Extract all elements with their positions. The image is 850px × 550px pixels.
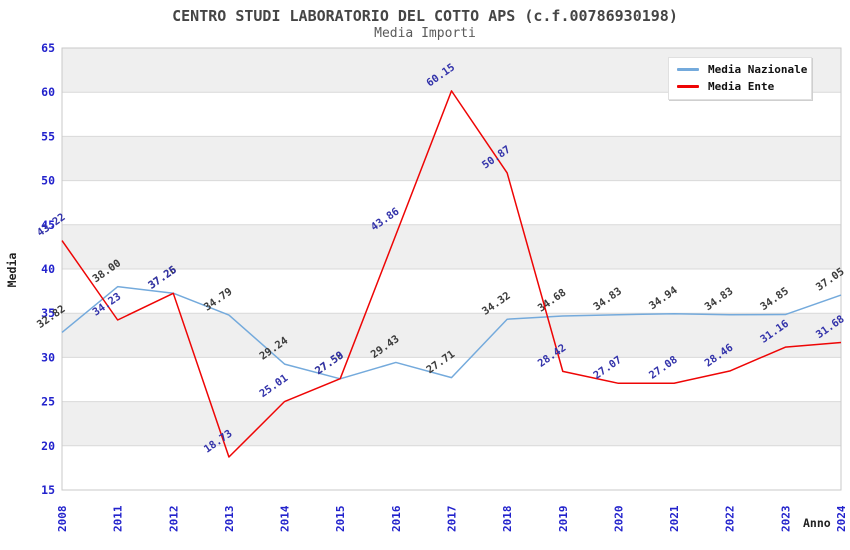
x-tick-label: 2015 [334, 506, 347, 533]
x-tick-label: 2014 [279, 505, 292, 532]
x-tick-label: 2016 [390, 505, 403, 532]
x-axis-title: Anno [803, 516, 831, 530]
plot-band [62, 357, 841, 402]
x-tick-label: 2018 [501, 506, 514, 532]
y-tick-label: 15 [41, 483, 55, 497]
plot-border [61, 47, 842, 491]
y-tick-label: 40 [41, 262, 55, 276]
y-tick-label: 45 [41, 218, 55, 232]
x-tick-label: 2011 [112, 505, 125, 532]
y-tick-label: 60 [41, 85, 55, 99]
y-tick-label: 65 [41, 41, 55, 55]
x-tick-label: 2024 [835, 505, 848, 532]
y-axis-title: Media [5, 253, 19, 288]
x-tick-label: 2017 [446, 506, 459, 533]
plot-band [62, 224, 841, 269]
x-tick-label: 2013 [223, 506, 236, 533]
x-tick-label: 2008 [56, 506, 69, 533]
y-tick-label: 35 [41, 306, 55, 320]
plot-band [62, 180, 841, 225]
x-tick-label: 2019 [557, 506, 570, 533]
y-tick-label: 50 [41, 174, 55, 188]
plot-band [62, 401, 841, 446]
legend-item-media-nazionale: Media Nazionale [669, 61, 811, 78]
x-tick-label: 2022 [724, 506, 737, 533]
chart-title: CENTRO STUDI LABORATORIO DEL COTTO APS (… [172, 7, 678, 25]
legend-line-icon-nazionale [677, 68, 699, 71]
plot-band [62, 136, 841, 181]
y-tick-label: 30 [41, 350, 55, 364]
series-line-media-ente [61, 90, 842, 458]
y-tick-label: 25 [41, 395, 55, 409]
x-tick-label: 2021 [668, 505, 681, 532]
legend: Media Nazionale Media Ente [668, 57, 812, 100]
plot-band [62, 445, 841, 490]
legend-item-media-ente: Media Ente [669, 78, 811, 95]
series-line-media-nazionale [61, 285, 842, 380]
x-tick-label: 2020 [612, 506, 625, 533]
legend-label: Media Ente [708, 80, 775, 93]
legend-label: Media Nazionale [708, 63, 808, 76]
y-tick-label: 55 [41, 129, 55, 143]
y-tick-label: 20 [41, 439, 55, 453]
legend-line-icon-ente [677, 85, 699, 88]
x-tick-label: 2023 [779, 506, 792, 533]
chart-subtitle: Media Importi [374, 26, 476, 41]
plot-band [62, 269, 841, 314]
x-tick-label: 2012 [167, 506, 180, 533]
